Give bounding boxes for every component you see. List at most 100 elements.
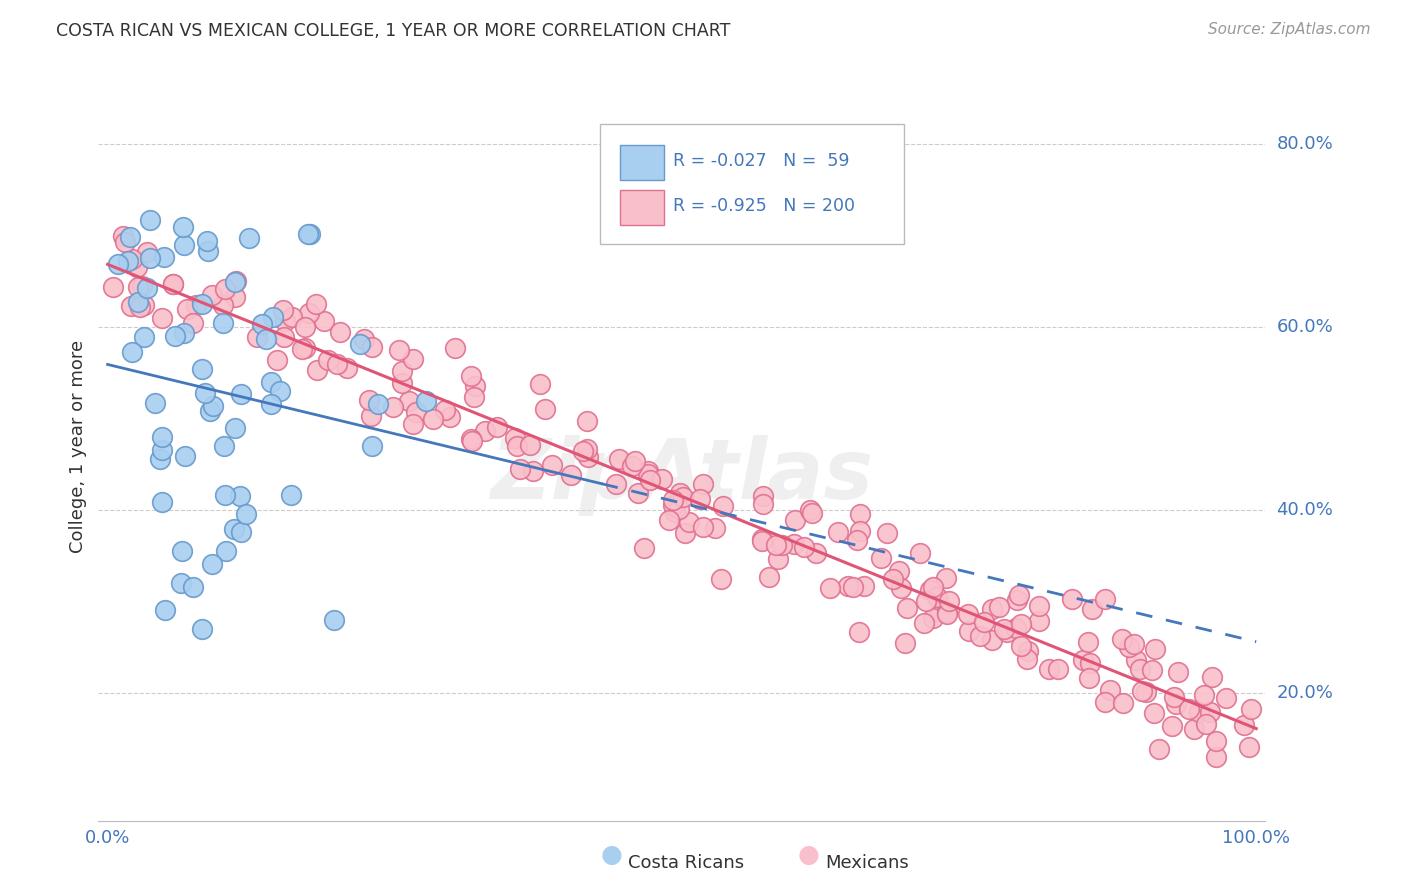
Point — [132, 330, 155, 344]
Text: R = -0.925   N = 200: R = -0.925 N = 200 — [672, 197, 855, 215]
Point — [1112, 696, 1135, 710]
Point — [927, 590, 949, 604]
Point — [224, 276, 246, 290]
Point — [127, 295, 149, 310]
FancyBboxPatch shape — [600, 124, 904, 244]
Point — [150, 495, 173, 509]
Point — [162, 277, 184, 292]
Point — [214, 439, 236, 453]
Point — [678, 515, 700, 529]
Point — [1178, 701, 1201, 715]
Point — [136, 244, 159, 259]
Point — [1010, 616, 1032, 631]
Text: R = -0.027   N =  59: R = -0.027 N = 59 — [672, 153, 849, 170]
Point — [269, 384, 291, 398]
Point — [668, 485, 690, 500]
Point — [224, 421, 246, 435]
Point — [668, 502, 690, 516]
Point — [131, 279, 153, 293]
Point — [273, 330, 295, 344]
Point — [266, 353, 288, 368]
Point — [922, 611, 945, 625]
Point — [139, 251, 162, 265]
Point — [176, 302, 198, 317]
FancyBboxPatch shape — [620, 145, 665, 180]
Point — [575, 414, 598, 428]
Point — [751, 532, 773, 546]
Text: 40.0%: 40.0% — [1277, 501, 1333, 519]
Point — [918, 582, 941, 597]
Point — [183, 580, 205, 594]
Point — [662, 492, 685, 507]
Point — [143, 396, 166, 410]
Point — [800, 506, 823, 520]
Point — [103, 279, 125, 293]
Point — [607, 452, 630, 467]
Point — [1143, 706, 1166, 720]
Text: COSTA RICAN VS MEXICAN COLLEGE, 1 YEAR OR MORE CORRELATION CHART: COSTA RICAN VS MEXICAN COLLEGE, 1 YEAR O… — [56, 22, 731, 40]
Point — [474, 424, 496, 438]
Point — [111, 228, 134, 243]
Point — [200, 557, 222, 571]
Text: Mexicans: Mexicans — [825, 855, 910, 872]
Point — [541, 458, 564, 473]
Point — [132, 298, 155, 312]
Point — [1078, 656, 1101, 670]
Point — [120, 229, 142, 244]
Point — [194, 386, 217, 401]
Point — [120, 299, 142, 313]
Text: ●: ● — [797, 843, 820, 867]
Point — [367, 397, 389, 411]
Point — [929, 605, 952, 619]
Point — [956, 607, 979, 621]
Point — [486, 419, 509, 434]
Point — [981, 632, 1004, 647]
Point — [519, 437, 541, 451]
Point — [212, 316, 235, 330]
Point — [766, 552, 789, 566]
Point — [460, 432, 482, 446]
Point — [127, 280, 149, 294]
Point — [165, 329, 187, 343]
Point — [231, 386, 253, 401]
Point — [305, 297, 328, 311]
Point — [1199, 705, 1222, 719]
Point — [1118, 640, 1140, 654]
Point — [935, 571, 957, 585]
Point — [908, 546, 931, 560]
Point — [889, 564, 911, 578]
Point — [260, 375, 283, 389]
Point — [398, 393, 420, 408]
Point — [1143, 642, 1166, 657]
Point — [658, 513, 681, 527]
Point — [1094, 695, 1116, 709]
Point — [882, 572, 904, 586]
Point — [692, 520, 714, 534]
Point — [692, 476, 714, 491]
Point — [173, 238, 195, 252]
Point — [162, 277, 184, 291]
Point — [1076, 635, 1098, 649]
Point — [405, 405, 427, 419]
Point — [503, 431, 526, 445]
Point — [852, 579, 875, 593]
Point — [323, 613, 346, 627]
Point — [312, 313, 335, 327]
Point — [1129, 662, 1152, 676]
Point — [752, 489, 775, 503]
Point — [529, 377, 551, 392]
Point — [326, 357, 349, 371]
Point — [1017, 644, 1039, 658]
Point — [638, 474, 661, 488]
Point — [673, 526, 696, 541]
Y-axis label: College, 1 year or more: College, 1 year or more — [69, 340, 87, 552]
Point — [149, 452, 172, 467]
Point — [360, 409, 382, 423]
Point — [710, 572, 733, 586]
Point — [1028, 614, 1050, 628]
Point — [793, 541, 815, 555]
Point — [329, 325, 352, 339]
Point — [259, 397, 281, 411]
Point — [848, 625, 870, 640]
Point — [533, 401, 555, 416]
